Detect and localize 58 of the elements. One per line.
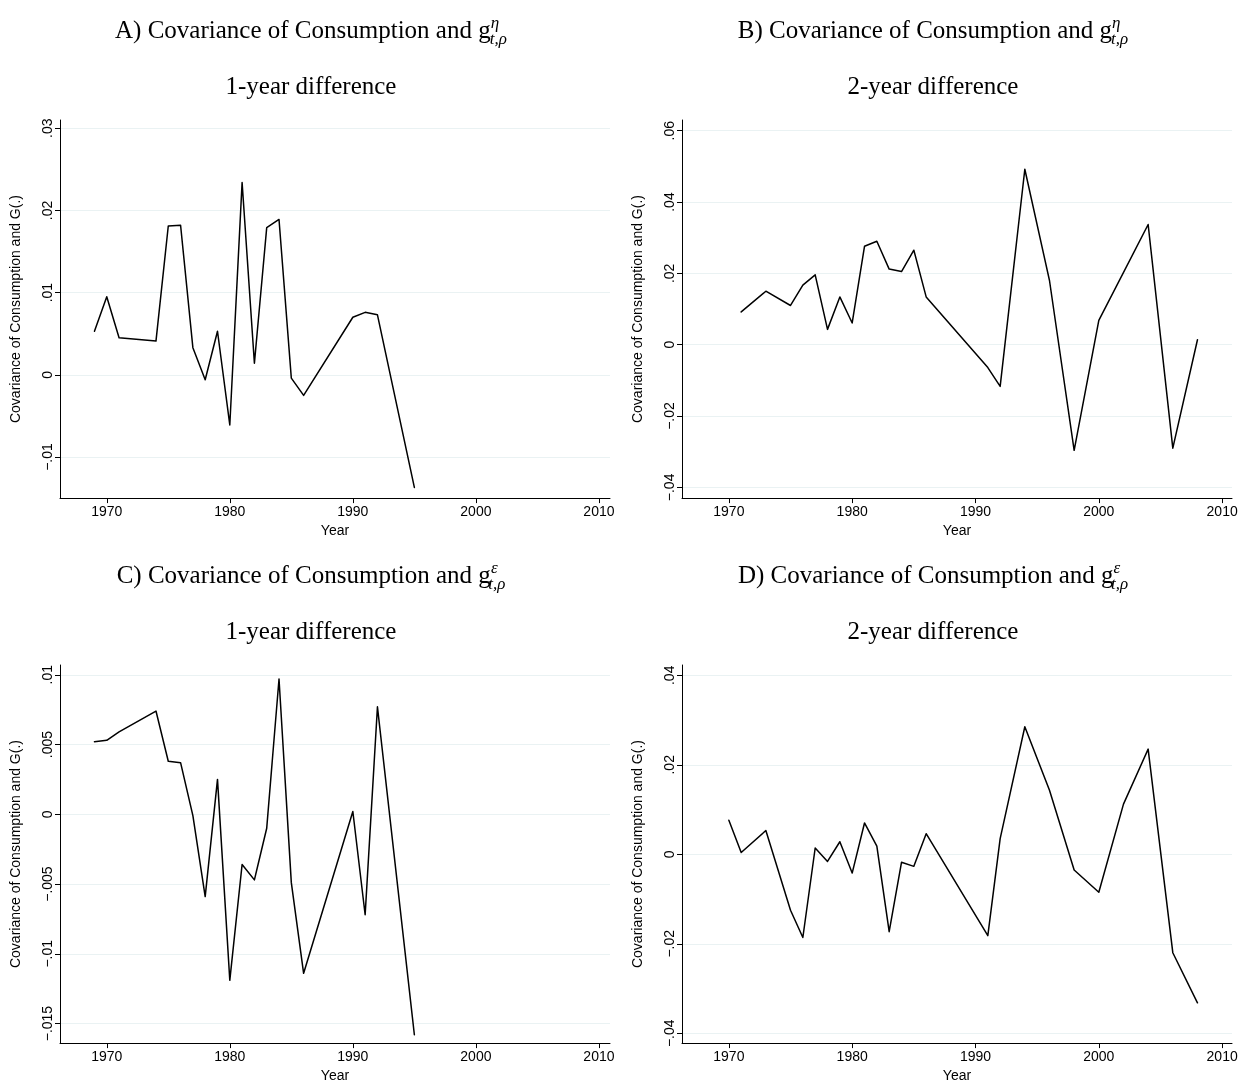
- chart-subtitle: 1-year difference: [224, 72, 398, 100]
- y-tick-label: .04: [661, 665, 677, 686]
- x-tick-label: 1990: [959, 503, 992, 520]
- y-tick-label: 0: [661, 850, 677, 859]
- x-tick-label: 2000: [460, 503, 492, 520]
- y-tick-label: 0: [39, 810, 55, 819]
- x-tick-label: 1970: [91, 1048, 123, 1065]
- x-tick-label: 1990: [337, 503, 369, 520]
- x-tick-label: 2010: [1206, 503, 1238, 520]
- chart-subtitle: 2-year difference: [846, 617, 1020, 645]
- y-tick-label: .06: [661, 120, 677, 141]
- x-tick-label: 1990: [337, 1048, 369, 1065]
- y-tick-label: −.04: [661, 1019, 677, 1048]
- x-tick-label: 1980: [836, 503, 868, 520]
- x-tick-label: 2010: [1206, 1048, 1238, 1065]
- y-tick-label: −.005: [39, 866, 55, 902]
- y-tick-label: 0: [39, 370, 55, 379]
- y-tick-label: .02: [661, 754, 677, 775]
- x-tick-label: 1970: [713, 1048, 745, 1065]
- y-tick-label: .03: [39, 118, 55, 138]
- x-tick-label: 2000: [460, 1048, 492, 1065]
- x-tick-label: 2000: [1083, 1048, 1115, 1065]
- line-series: [728, 726, 1199, 1004]
- x-axis-title: Year: [942, 522, 972, 538]
- y-axis-title: Covariance of Consumption and G(.): [629, 195, 645, 424]
- y-tick-label: .04: [661, 192, 677, 212]
- y-axis-title: Covariance of Consumption and G(.): [7, 740, 23, 969]
- x-tick-label: 1980: [214, 1048, 246, 1065]
- y-tick-label: .01: [39, 664, 55, 685]
- x-tick-label: 1980: [836, 1048, 868, 1065]
- y-tick-label: .01: [39, 282, 55, 303]
- y-tick-label: −.01: [39, 442, 55, 471]
- x-tick-label: 2010: [583, 503, 615, 520]
- chart-subtitle: 2-year difference: [846, 72, 1020, 100]
- x-tick-label: 1990: [959, 1048, 992, 1065]
- y-tick-label: −.02: [661, 402, 677, 430]
- x-tick-label: 2000: [1083, 503, 1115, 520]
- x-tick-label: 2010: [583, 1048, 615, 1065]
- y-tick-label: −.015: [39, 1005, 55, 1042]
- line-series: [740, 168, 1199, 452]
- y-tick-label: −.01: [39, 939, 55, 968]
- x-tick-label: 1980: [214, 503, 246, 520]
- chart-subtitle: 1-year difference: [224, 617, 398, 645]
- line-series: [93, 181, 416, 489]
- y-tick-label: .02: [661, 263, 677, 284]
- x-axis-title: Year: [320, 1067, 350, 1083]
- x-axis-title: Year: [320, 522, 350, 538]
- y-tick-label: 0: [661, 340, 677, 349]
- y-tick-label: −.02: [661, 929, 677, 958]
- x-tick-label: 1970: [91, 503, 123, 520]
- line-series: [93, 678, 416, 1036]
- y-tick-label: −.04: [661, 473, 677, 502]
- x-axis-title: Year: [942, 1067, 972, 1083]
- y-tick-label: .005: [39, 730, 55, 759]
- y-axis-title: Covariance of Consumption and G(.): [629, 740, 645, 969]
- y-tick-label: .02: [39, 200, 55, 221]
- x-tick-label: 1970: [713, 503, 745, 520]
- y-axis-title: Covariance of Consumption and G(.): [7, 195, 23, 424]
